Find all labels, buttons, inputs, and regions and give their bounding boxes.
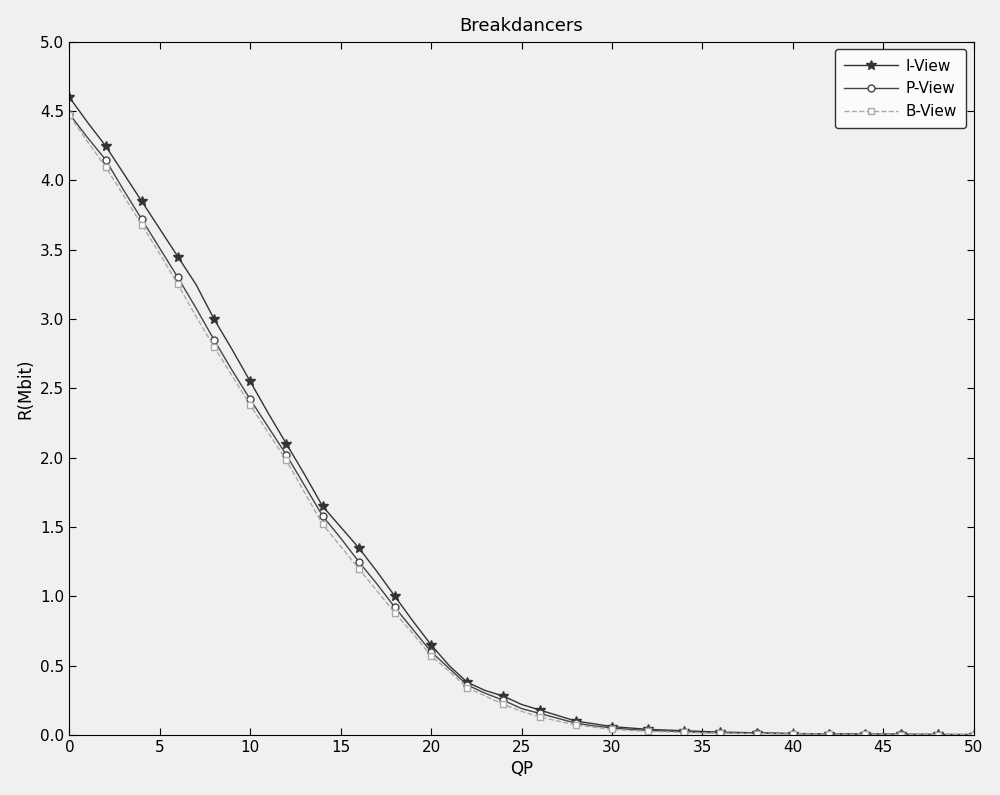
P-View — [660, 727, 672, 736]
I-View — [660, 725, 672, 735]
B-View — [335, 541, 347, 551]
B-View — [932, 730, 944, 739]
B-View — [950, 730, 962, 739]
I-View — [63, 92, 75, 102]
X-axis label: QP: QP — [510, 760, 533, 778]
I-View — [714, 727, 726, 737]
P-View — [950, 730, 962, 739]
I-View — [353, 543, 365, 553]
P-View — [63, 109, 75, 118]
I-View — [968, 730, 980, 739]
B-View — [353, 564, 365, 573]
I-View — [932, 730, 944, 739]
P-View — [932, 730, 944, 739]
Line: P-View: P-View — [66, 111, 977, 738]
I-View — [262, 409, 274, 418]
B-View — [262, 428, 274, 437]
P-View — [714, 728, 726, 738]
B-View — [660, 727, 672, 737]
I-View — [335, 522, 347, 532]
Legend: I-View, P-View, B-View: I-View, P-View, B-View — [835, 49, 966, 128]
I-View — [950, 730, 962, 739]
Y-axis label: R(Mbit): R(Mbit) — [17, 358, 35, 419]
Line: I-View: I-View — [64, 92, 979, 739]
P-View — [335, 533, 347, 543]
Line: B-View: B-View — [66, 112, 977, 738]
P-View — [353, 556, 365, 566]
B-View — [714, 728, 726, 738]
P-View — [968, 730, 980, 739]
Title: Breakdancers: Breakdancers — [460, 17, 583, 35]
B-View — [63, 111, 75, 120]
B-View — [968, 730, 980, 739]
P-View — [262, 422, 274, 432]
